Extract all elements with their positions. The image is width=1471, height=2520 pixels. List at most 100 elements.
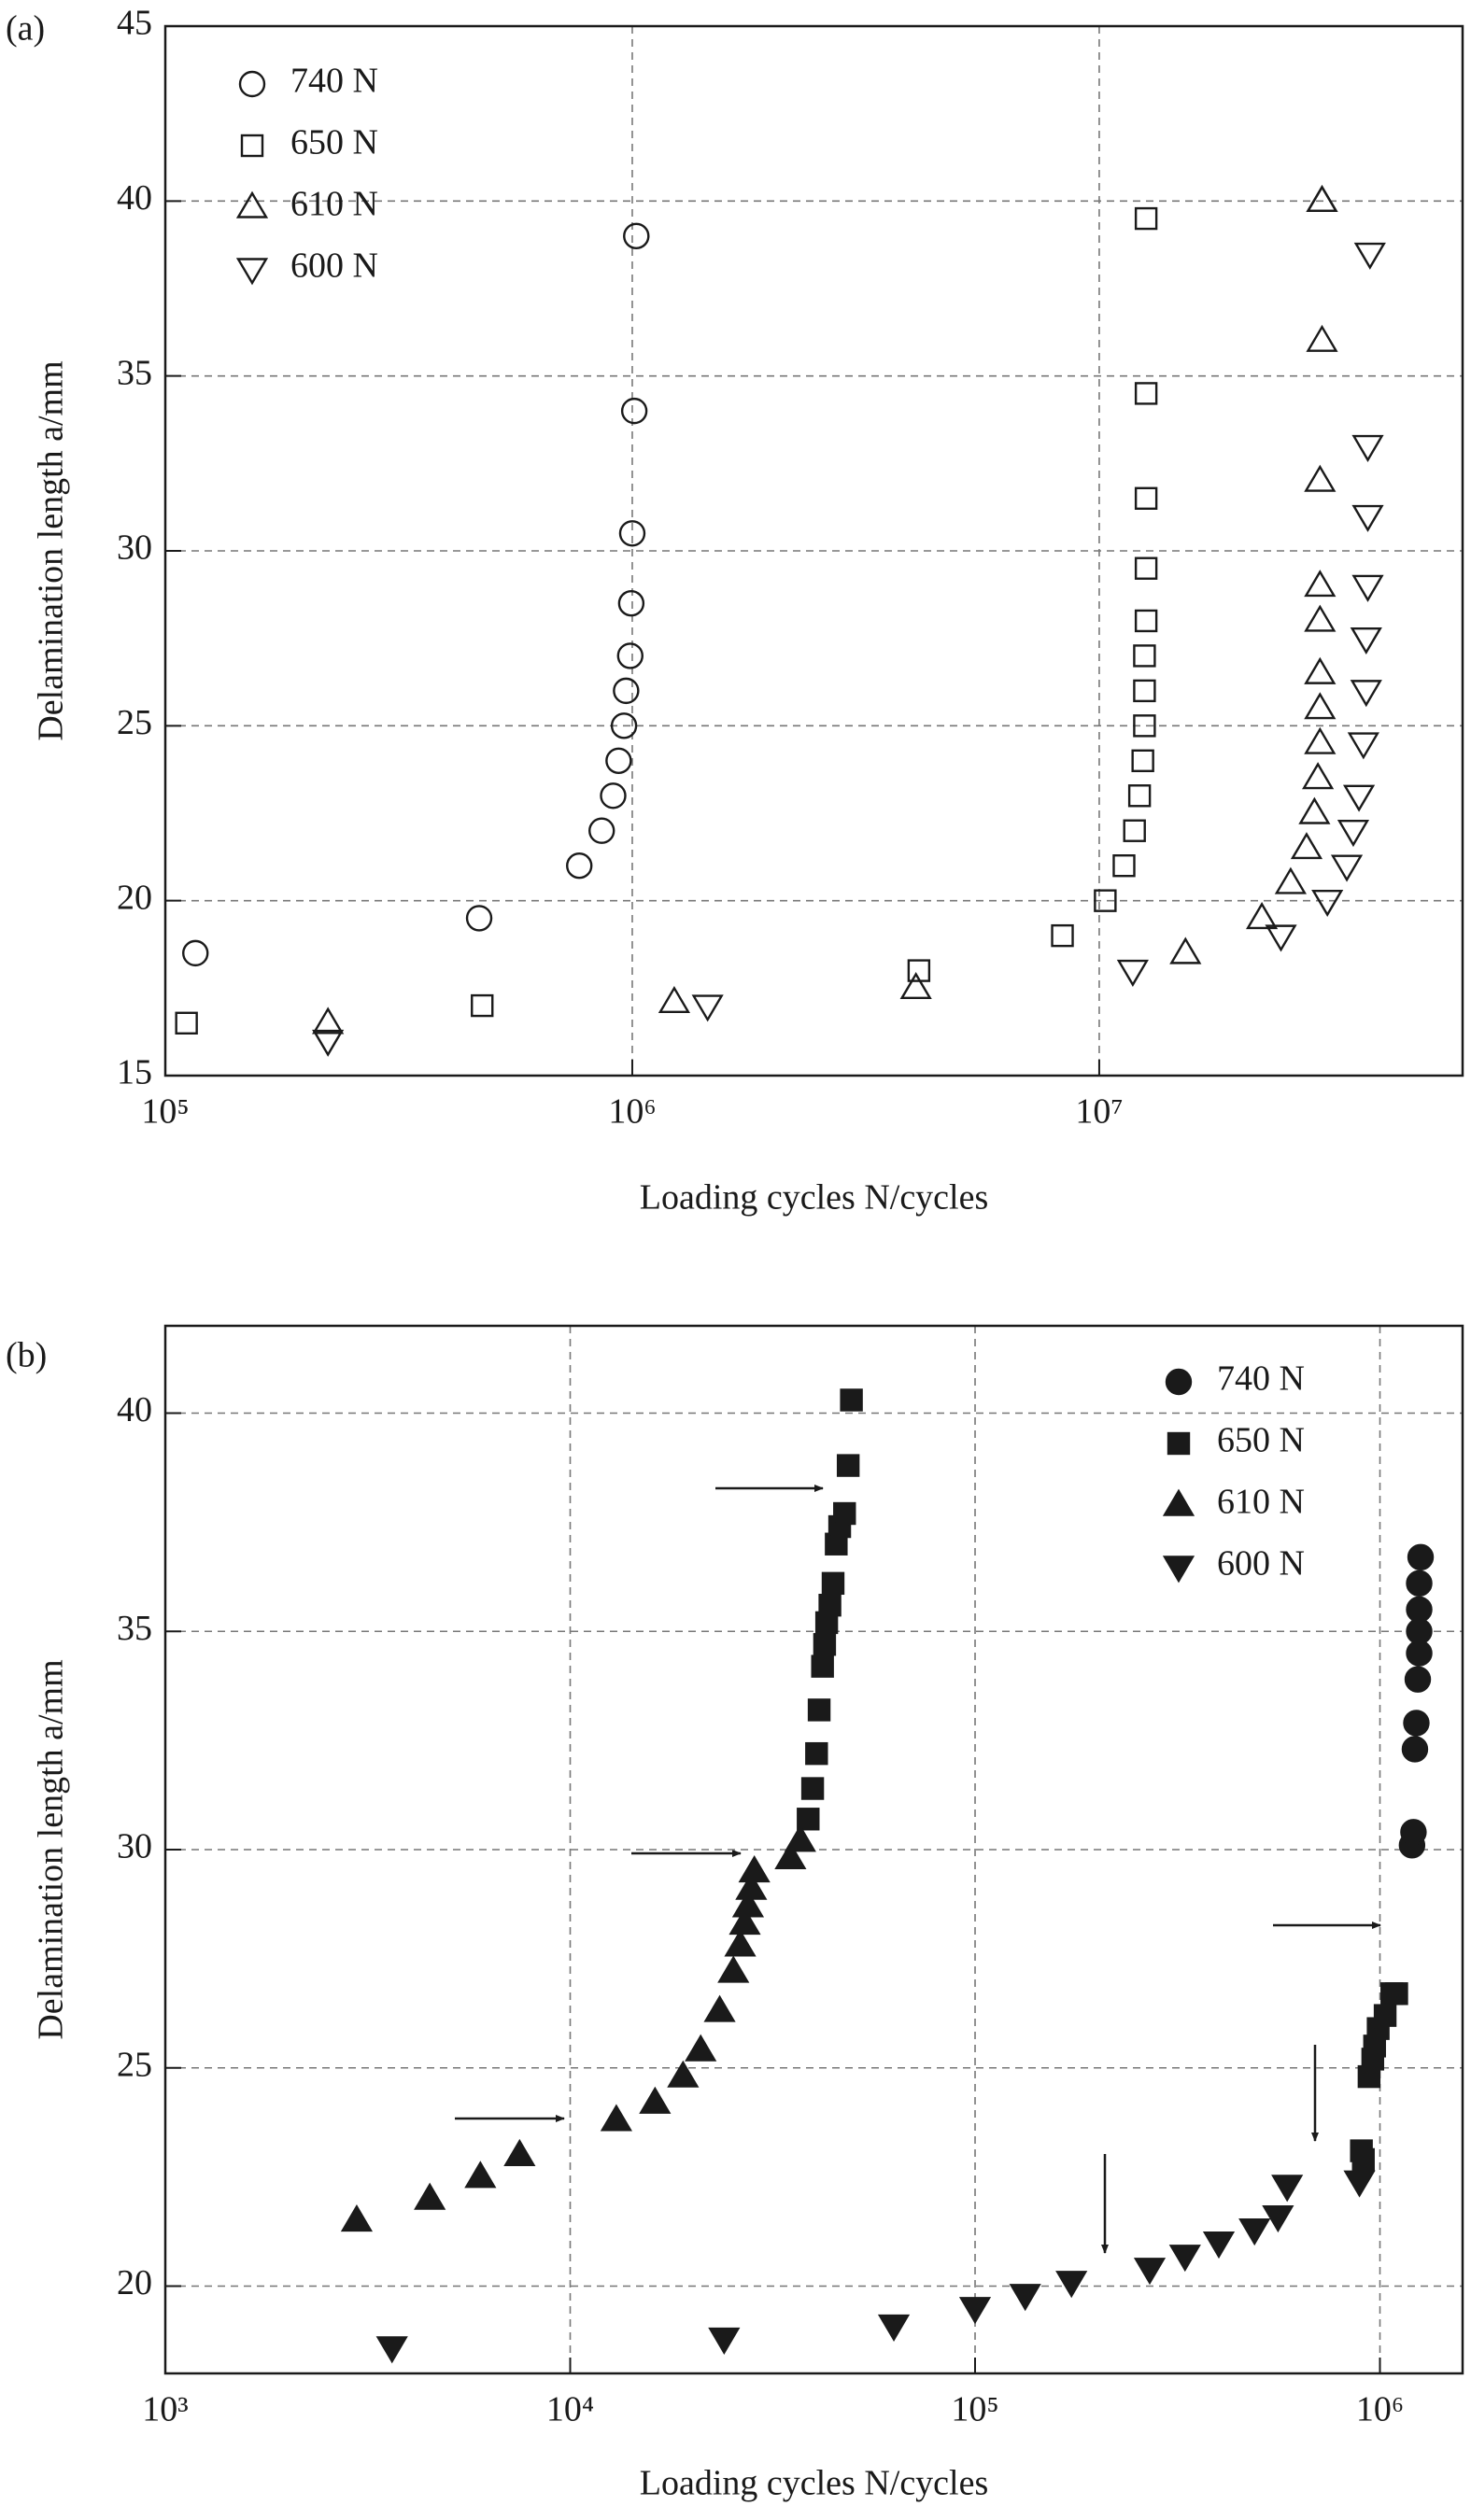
x-tick-label: 10⁵: [141, 1092, 189, 1132]
x-axis-title: Loading cycles N/cycles: [640, 1178, 989, 1218]
marker: [717, 1955, 750, 1983]
legend-label: 610 N: [1217, 1483, 1305, 1522]
marker: [616, 642, 644, 669]
legend-label: 740 N: [290, 62, 378, 101]
marker: [1304, 692, 1337, 720]
x-tick-label: 10⁷: [1075, 1092, 1123, 1132]
marker: [800, 1777, 825, 1800]
marker: [899, 971, 932, 1000]
marker: [464, 2161, 497, 2189]
marker: [1306, 324, 1338, 352]
marker: [1406, 1596, 1433, 1624]
marker: [1406, 1640, 1433, 1667]
marker: [235, 190, 269, 218]
series: [175, 206, 1158, 1035]
marker: [1342, 784, 1376, 812]
marker: [1304, 464, 1337, 492]
marker: [1112, 854, 1136, 878]
marker: [1009, 2284, 1041, 2312]
series: [375, 2170, 1376, 2364]
marker: [1401, 1736, 1429, 1763]
marker: [833, 1501, 856, 1526]
panel-label: (b): [6, 1336, 47, 1375]
y-tick-label: 25: [117, 2045, 152, 2084]
marker: [1404, 1666, 1432, 1693]
marker: [503, 2138, 536, 2166]
marker: [703, 1994, 736, 2022]
marker: [821, 1571, 845, 1596]
legend-label: 600 N: [290, 246, 378, 286]
marker: [1245, 902, 1279, 930]
marker: [797, 1808, 820, 1831]
marker: [1262, 2204, 1294, 2233]
y-tick-label: 30: [117, 528, 152, 568]
marker: [465, 905, 493, 932]
marker: [312, 1029, 345, 1057]
marker: [1385, 1982, 1408, 2006]
marker: [1302, 762, 1335, 790]
x-tick-label: 10⁵: [951, 2390, 998, 2429]
marker: [811, 1654, 834, 1678]
marker: [1347, 732, 1379, 760]
marker: [1131, 749, 1154, 772]
panel-label: (a): [6, 9, 45, 49]
marker: [1051, 923, 1074, 948]
annotation-arrows: [455, 1485, 1381, 2254]
marker: [182, 939, 209, 967]
marker: [1351, 2147, 1375, 2172]
x-tick-label: 10³: [142, 2390, 188, 2429]
marker: [1406, 1570, 1433, 1598]
y-axis-title: Delamination length a/mm: [32, 360, 71, 740]
marker: [1168, 2245, 1201, 2273]
x-tick-label: 10⁴: [546, 2390, 594, 2429]
marker: [784, 1824, 816, 1852]
series: [340, 1824, 816, 2232]
y-tick-label: 35: [117, 1609, 152, 1648]
marker: [605, 747, 632, 774]
marker: [813, 1633, 837, 1656]
marker: [1350, 626, 1382, 655]
series: [1398, 1543, 1435, 1859]
marker: [1400, 1819, 1427, 1846]
y-axis-title: Delamination length a/mm: [32, 1659, 71, 2039]
series: [312, 242, 1386, 1057]
marker: [1133, 714, 1156, 738]
marker: [1127, 784, 1152, 808]
marker: [1134, 609, 1158, 633]
marker: [1304, 656, 1337, 684]
marker: [639, 2086, 672, 2114]
marker: [735, 1872, 768, 1900]
marker: [1133, 2258, 1167, 2286]
marker: [807, 1698, 831, 1722]
marker: [1238, 2218, 1271, 2246]
y-tick-label: 35: [117, 353, 152, 392]
marker: [724, 1929, 757, 1957]
marker: [1167, 1431, 1191, 1456]
y-tick-label: 40: [117, 1390, 152, 1429]
y-tick-label: 25: [117, 703, 152, 742]
marker: [1134, 486, 1158, 510]
marker: [1351, 504, 1384, 532]
marker: [1351, 574, 1384, 602]
y-tick-label: 15: [117, 1053, 152, 1092]
legend-label: 650 N: [290, 123, 378, 162]
marker: [1403, 1710, 1430, 1737]
marker: [1202, 2231, 1236, 2260]
chart: 10⁵ 10⁶ 10⁷ 15 20 25 30 35 40 45 Loading cycles N/…: [6, 4, 1464, 1218]
marker: [600, 2104, 632, 2132]
marker: [1350, 680, 1382, 708]
marker: [774, 1841, 807, 1870]
marker: [1290, 832, 1323, 860]
marker: [623, 222, 650, 250]
series: [797, 1388, 1408, 2172]
marker: [877, 2314, 911, 2342]
y-tick-label: 45: [117, 4, 152, 43]
marker: [1133, 644, 1156, 668]
x-tick-label: 10⁶: [608, 1092, 656, 1132]
marker: [1274, 866, 1307, 894]
marker: [958, 2297, 992, 2325]
marker: [1271, 2175, 1304, 2203]
marker: [738, 1855, 771, 1883]
marker: [617, 590, 645, 617]
marker: [471, 993, 494, 1018]
